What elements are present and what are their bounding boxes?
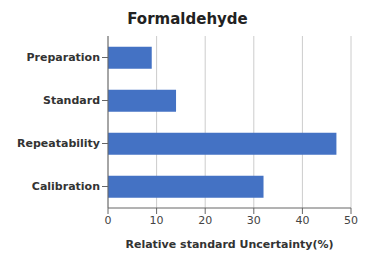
svg-text:30: 30 <box>247 214 261 227</box>
svg-text:0: 0 <box>105 214 112 227</box>
html-text:Formaldehyde: Formaldehyde <box>127 10 248 28</box>
svg-text:Standard: Standard <box>43 94 100 107</box>
svg-text:Preparation: Preparation <box>26 51 100 64</box>
svg-text:50: 50 <box>344 214 358 227</box>
svg-text:40: 40 <box>295 214 309 227</box>
svg-text:Repeatability: Repeatability <box>17 137 100 150</box>
svg-text:10: 10 <box>150 214 164 227</box>
svg-text:Calibration: Calibration <box>32 180 100 193</box>
svg-text:20: 20 <box>198 214 212 227</box>
svg-text:Relative standard Uncertainty(: Relative standard Uncertainty(%) <box>125 238 333 251</box>
